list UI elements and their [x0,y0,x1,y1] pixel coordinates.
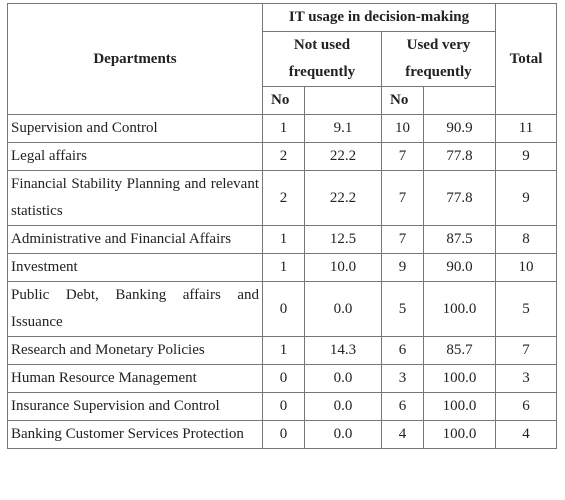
used-percent-cell: 100.0 [423,392,496,421]
it-usage-group-header: IT usage in decision-making [262,3,496,32]
not-used-percent-cell: 9.1 [304,114,382,143]
table-row: Financial Stability Planning and relevan… [7,170,557,226]
table-row: Legal affairs 2 22.2 7 77.8 9 [7,142,557,171]
table-row: Banking Customer Services Protection 0 0.0… [7,420,557,449]
used-no-header: No [381,86,424,115]
table-row: Administrative and Financial Affairs 1 12.… [7,225,557,254]
not-used-percent-cell: 0.0 [304,364,382,393]
department-cell: Banking Customer Services Protection [7,420,263,449]
used-count-cell: 3 [381,364,424,393]
total-cell: 5 [495,281,557,337]
table-row: Investment 1 10.0 9 90.0 10 [7,253,557,282]
used-header: Used very frequently [381,31,496,87]
not-used-no-header: No [262,86,305,115]
used-count-cell: 4 [381,420,424,449]
not-used-percent-cell: 14.3 [304,336,382,365]
table-row: Insurance Supervision and Control 0 0.0 6 10… [7,392,557,421]
table-body: Supervision and Control 1 9.1 10 90.9 11 Legal… [7,114,557,449]
used-count-cell: 6 [381,392,424,421]
used-percent-cell: 100.0 [423,420,496,449]
not-used-percent-cell: 12.5 [304,225,382,254]
department-cell: Human Resource Management [7,364,263,393]
used-percent-cell: 90.9 [423,114,496,143]
total-header: Total [495,3,557,115]
used-count-cell: 7 [381,170,424,226]
total-cell: 7 [495,336,557,365]
not-used-percent-cell: 0.0 [304,420,382,449]
department-cell: Public Debt, Banking affairs and Issuanc… [7,281,263,337]
not-used-pct-header [304,86,382,115]
not-used-count-cell: 2 [262,142,305,171]
used-count-cell: 7 [381,142,424,171]
not-used-count-cell: 1 [262,225,305,254]
used-count-cell: 7 [381,225,424,254]
total-cell: 6 [495,392,557,421]
table-row: Public Debt, Banking affairs and Issuanc… [7,281,557,337]
not-used-count-cell: 1 [262,114,305,143]
used-percent-cell: 90.0 [423,253,496,282]
department-cell: Investment [7,253,263,282]
used-count-cell: 9 [381,253,424,282]
department-cell: Administrative and Financial Affairs [7,225,263,254]
not-used-count-cell: 0 [262,364,305,393]
used-percent-cell: 77.8 [423,142,496,171]
not-used-count-cell: 0 [262,420,305,449]
used-count-cell: 10 [381,114,424,143]
not-used-percent-cell: 0.0 [304,281,382,337]
not-used-count-cell: 2 [262,170,305,226]
used-pct-header [423,86,496,115]
table-row: Supervision and Control 1 9.1 10 90.9 11 [7,114,557,143]
total-cell: 9 [495,170,557,226]
used-percent-cell: 87.5 [423,225,496,254]
total-cell: 3 [495,364,557,393]
it-usage-table: Departments IT usage in decision-making … [7,3,557,449]
total-cell: 10 [495,253,557,282]
used-percent-cell: 100.0 [423,281,496,337]
not-used-percent-cell: 0.0 [304,392,382,421]
not-used-percent-cell: 10.0 [304,253,382,282]
table-row: Human Resource Management 0 0.0 3 100.0 3 [7,364,557,393]
not-used-header: Not used frequently [262,31,382,87]
department-cell: Insurance Supervision and Control [7,392,263,421]
not-used-count-cell: 0 [262,281,305,337]
used-percent-cell: 100.0 [423,364,496,393]
total-cell: 4 [495,420,557,449]
used-count-cell: 5 [381,281,424,337]
not-used-percent-cell: 22.2 [304,170,382,226]
used-count-cell: 6 [381,336,424,365]
total-cell: 9 [495,142,557,171]
table-row: Research and Monetary Policies 1 14.3 6 85.7… [7,336,557,365]
total-cell: 8 [495,225,557,254]
not-used-count-cell: 0 [262,392,305,421]
not-used-count-cell: 1 [262,253,305,282]
not-used-percent-cell: 22.2 [304,142,382,171]
department-cell: Legal affairs [7,142,263,171]
department-cell: Financial Stability Planning and relevan… [7,170,263,226]
department-cell: Research and Monetary Policies [7,336,263,365]
used-percent-cell: 77.8 [423,170,496,226]
department-cell: Supervision and Control [7,114,263,143]
total-cell: 11 [495,114,557,143]
not-used-count-cell: 1 [262,336,305,365]
used-percent-cell: 85.7 [423,336,496,365]
departments-header: Departments [7,3,263,115]
